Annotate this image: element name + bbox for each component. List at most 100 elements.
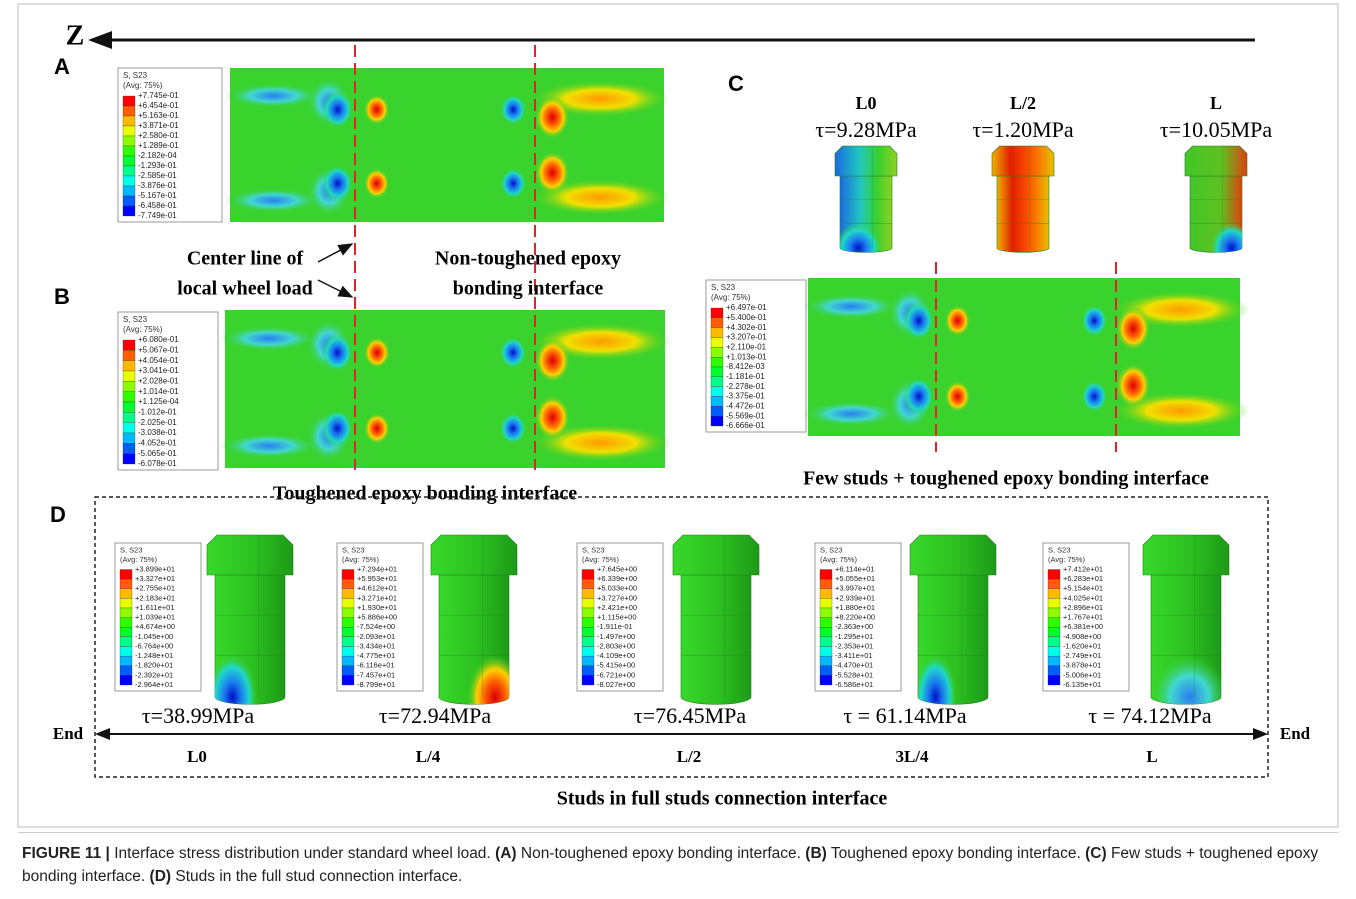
legend-value: -4.472e-01: [726, 401, 765, 410]
legend-value: +3.271e+01: [357, 593, 397, 602]
legend-swatch: [1048, 570, 1060, 580]
stud-stress: [835, 223, 882, 273]
legend-swatch: [1048, 666, 1060, 676]
legend-subtitle: (Avg: 75%): [711, 293, 751, 302]
legend-swatch: [820, 579, 832, 589]
span-arrowhead: [1253, 728, 1268, 740]
legend-swatch: [123, 156, 135, 166]
legend-swatch: [123, 176, 135, 186]
legend-swatch: [582, 647, 594, 657]
panel-caption: Few studs + toughened epoxy bonding inte…: [803, 468, 1209, 490]
legend-value: +6.283e+01: [1063, 574, 1103, 583]
legend-value: +4.025e+01: [1063, 593, 1103, 602]
legend-swatch: [342, 589, 354, 599]
legend-value: -5.006e+01: [1063, 670, 1101, 679]
legend-value: -6.135e+01: [1063, 680, 1101, 689]
contour: [221, 326, 318, 351]
legend-swatch: [342, 579, 354, 589]
legend-swatch: [123, 166, 135, 176]
legend-value: +5.067e-01: [138, 345, 179, 354]
stud: [835, 146, 897, 273]
legend-subtitle: (Avg: 75%): [1048, 555, 1085, 564]
legend-value: +4.302e-01: [726, 323, 767, 332]
legend-swatch: [1048, 656, 1060, 666]
legend-swatch: [820, 637, 832, 647]
stud: [1185, 146, 1252, 273]
contour: [1081, 305, 1107, 337]
caption-tag: FIGURE 11 |: [22, 845, 110, 862]
legend-swatch: [123, 381, 135, 391]
legend-value: -2.353e+01: [835, 641, 873, 650]
legend-swatch: [120, 647, 132, 657]
contour: [1081, 381, 1107, 413]
panel-caption: Studs in full studs connection interface: [557, 788, 888, 810]
legend-swatch: [1048, 608, 1060, 618]
legend-swatch: [123, 371, 135, 381]
legend-value: -2.182e-04: [138, 151, 177, 160]
legend-swatch: [342, 656, 354, 666]
legend-swatch: [1048, 618, 1060, 628]
legend-swatch: [123, 96, 135, 106]
legend-swatch: [342, 618, 354, 628]
legend-value: +1.767e+01: [1063, 613, 1103, 622]
panel-label: D: [50, 502, 66, 527]
legend-swatch: [711, 397, 723, 407]
legend-swatch: [820, 666, 832, 676]
caption-text: Non-toughened epoxy bonding interface.: [521, 845, 801, 862]
legend-swatch: [120, 608, 132, 618]
legend-value: -5.167e-01: [138, 191, 177, 200]
legend-swatch: [820, 570, 832, 580]
contour: [322, 91, 352, 128]
legend-value: -3.434e+01: [357, 641, 395, 650]
caption-text: Interface stress distribution under stan…: [114, 845, 491, 862]
legend-swatch: [120, 666, 132, 676]
legend-swatch: [582, 675, 594, 685]
legend-value: +3.727e+00: [597, 593, 637, 602]
legend-value: +1.115e+00: [597, 613, 637, 622]
legend-swatch: [582, 656, 594, 666]
legend-swatch: [123, 136, 135, 146]
contour: [364, 168, 390, 199]
legend-value: +6.114e+01: [835, 564, 875, 573]
stud-position: L: [1210, 93, 1222, 113]
legend-value: +3.997e+01: [835, 584, 875, 593]
legend-swatch: [582, 570, 594, 580]
legend-swatch: [711, 318, 723, 328]
legend-value: +5.400e-01: [726, 313, 767, 322]
legend-value: +7.294e+01: [357, 564, 397, 573]
annotation-arrow: [318, 280, 352, 297]
legend-value: +6.080e-01: [138, 335, 179, 344]
legend-value: +1.125e-04: [138, 397, 179, 406]
legend-value: +1.880e+01: [835, 603, 875, 612]
contour: [500, 94, 526, 125]
legend-value: -3.375e-01: [726, 392, 765, 401]
legend-swatch: [123, 186, 135, 196]
legend-swatch: [342, 627, 354, 637]
legend-swatch: [582, 589, 594, 599]
legend-swatch: [711, 357, 723, 367]
legend-value: -1.911e-01: [597, 622, 633, 631]
stud-head: [207, 535, 293, 575]
legend-value: +1.039e+01: [135, 613, 175, 622]
legend-value: -8.027e+00: [597, 680, 635, 689]
contour: [364, 94, 390, 125]
legend-value: -8.412e-03: [726, 362, 765, 371]
stud-stress: τ=9.28MPa: [815, 117, 917, 142]
legend-value: -7.524e+00: [357, 622, 395, 631]
legend-value: -2.803e+00: [597, 641, 635, 650]
legend-swatch: [120, 675, 132, 685]
stud-body: [681, 575, 751, 704]
annotation: Non-toughened epoxy: [435, 248, 621, 270]
legend-swatch: [120, 598, 132, 608]
legend-value: +5.886e+00: [357, 613, 397, 622]
legend-value: +3.207e-01: [726, 333, 767, 342]
legend-swatch: [120, 589, 132, 599]
legend-value: -1.497e+00: [597, 632, 635, 641]
legend-swatch: [342, 570, 354, 580]
z-label: Z: [66, 20, 85, 51]
legend-value: +2.755e+01: [135, 584, 175, 593]
contour: [535, 338, 570, 382]
stud-head: [673, 535, 759, 575]
legend-value: +1.014e-01: [138, 387, 179, 396]
contour: [221, 433, 318, 458]
